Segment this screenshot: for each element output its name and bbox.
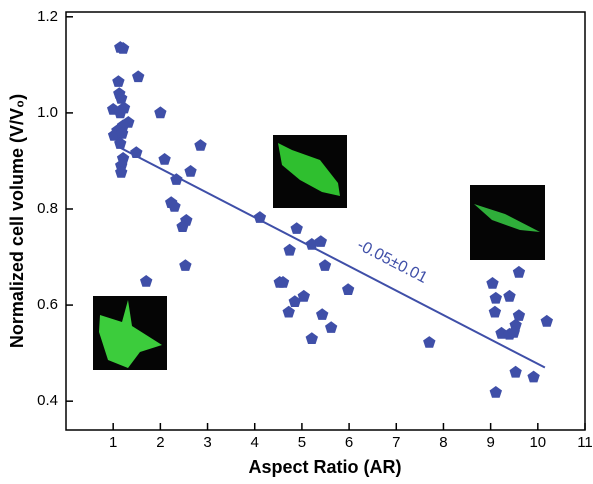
data-point xyxy=(116,42,130,54)
data-point xyxy=(140,275,153,287)
x-axis-label: Aspect Ratio (AR) xyxy=(248,457,401,477)
data-point xyxy=(114,106,127,119)
inset-image xyxy=(470,185,545,260)
x-tick-label: 10 xyxy=(529,434,546,451)
y-tick-label: 0.8 xyxy=(37,200,58,217)
data-point xyxy=(290,222,303,234)
x-tick-label: 7 xyxy=(392,434,400,451)
inset-image xyxy=(273,135,347,208)
data-point xyxy=(527,370,540,383)
data-point xyxy=(509,365,522,378)
data-point xyxy=(488,305,502,318)
fit-line xyxy=(117,145,546,369)
data-point xyxy=(132,70,145,83)
data-point xyxy=(168,200,181,212)
data-point xyxy=(512,265,526,278)
data-point xyxy=(276,276,290,288)
x-tick-label: 9 xyxy=(486,434,494,451)
data-point xyxy=(114,137,127,149)
data-point xyxy=(176,220,189,232)
plot-frame xyxy=(65,11,586,431)
data-point xyxy=(316,308,329,320)
data-point xyxy=(507,326,520,338)
y-axis-label: Normalized cell volume (V/V₀) xyxy=(7,94,27,348)
data-point xyxy=(194,139,207,151)
data-point xyxy=(325,321,338,333)
data-point xyxy=(486,277,499,289)
x-tick-label: 8 xyxy=(439,434,447,451)
data-point xyxy=(318,259,332,271)
data-point xyxy=(283,243,296,256)
data-point xyxy=(115,159,128,171)
data-point xyxy=(489,291,502,304)
data-point xyxy=(288,295,301,307)
data-point xyxy=(297,289,310,302)
inset-image xyxy=(93,296,167,370)
x-tick-label: 11 xyxy=(577,434,593,451)
x-tick-label: 4 xyxy=(251,434,259,451)
data-point xyxy=(305,332,318,344)
x-tick-label: 6 xyxy=(345,434,353,451)
data-point xyxy=(253,211,267,223)
data-point xyxy=(342,283,355,295)
x-tick-label: 2 xyxy=(156,434,164,451)
data-point xyxy=(170,173,183,185)
data-point xyxy=(314,235,327,247)
data-point xyxy=(282,305,295,318)
y-tick-label: 1.2 xyxy=(37,8,58,25)
data-point xyxy=(154,106,167,119)
data-point xyxy=(130,146,143,158)
fit-annotation: -0.05±0.01 xyxy=(354,237,430,287)
data-point xyxy=(115,166,128,178)
data-point xyxy=(489,386,502,398)
x-tick-label: 3 xyxy=(203,434,211,451)
x-tick-label: 5 xyxy=(298,434,306,451)
y-tick-label: 0.4 xyxy=(37,392,58,409)
data-point xyxy=(423,336,436,348)
data-point xyxy=(115,92,128,104)
data-point xyxy=(184,165,197,177)
data-point xyxy=(305,238,318,250)
y-tick-label: 1.0 xyxy=(37,104,58,121)
data-point xyxy=(512,309,526,321)
data-point xyxy=(116,127,129,139)
data-point xyxy=(112,75,125,87)
data-point xyxy=(179,259,192,271)
x-tick-label: 1 xyxy=(109,434,117,451)
data-point xyxy=(503,289,516,302)
data-point xyxy=(540,314,553,327)
y-tick-label: 0.6 xyxy=(37,296,58,313)
data-point xyxy=(158,153,171,165)
